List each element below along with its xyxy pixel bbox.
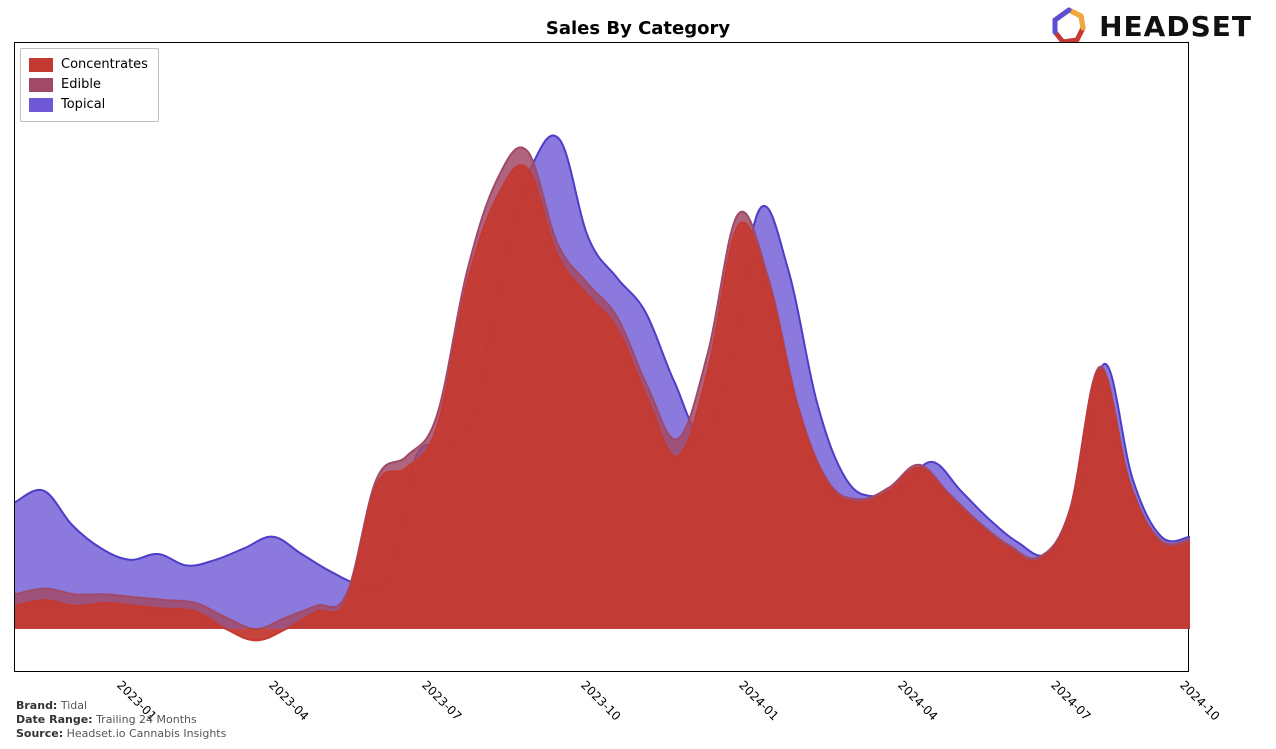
x-tick-label: 2024-10 <box>1177 678 1222 723</box>
legend: ConcentratesEdibleTopical <box>20 48 159 122</box>
legend-item: Concentrates <box>29 55 148 75</box>
meta-range-label: Date Range: <box>16 713 93 726</box>
x-tick-label: 2024-07 <box>1048 678 1093 723</box>
legend-item: Edible <box>29 75 148 95</box>
legend-label: Concentrates <box>61 55 148 75</box>
meta-range-value: Trailing 24 Months <box>96 713 197 726</box>
legend-label: Edible <box>61 75 101 95</box>
headset-icon <box>1049 6 1089 46</box>
legend-swatch <box>29 78 53 92</box>
x-tick-label: 2023-04 <box>266 678 311 723</box>
area-chart <box>15 43 1190 673</box>
legend-swatch <box>29 98 53 112</box>
meta-source-label: Source: <box>16 727 63 740</box>
brand-logo: HEADSET <box>1049 6 1252 46</box>
x-tick-label: 2024-01 <box>736 678 781 723</box>
legend-swatch <box>29 58 53 72</box>
chart-stage: Sales By Category HEADSET ConcentratesEd… <box>0 0 1276 749</box>
legend-label: Topical <box>61 95 105 115</box>
meta-brand-value: Tidal <box>61 699 87 712</box>
plot-area <box>14 42 1189 672</box>
legend-item: Topical <box>29 95 148 115</box>
x-tick-label: 2023-10 <box>578 678 623 723</box>
x-tick-label: 2024-04 <box>895 678 940 723</box>
meta-source-value: Headset.io Cannabis Insights <box>67 727 227 740</box>
chart-metadata: Brand: Tidal Date Range: Trailing 24 Mon… <box>16 699 226 741</box>
x-tick-label: 2023-07 <box>419 678 464 723</box>
meta-brand-label: Brand: <box>16 699 57 712</box>
logo-text: HEADSET <box>1099 10 1252 43</box>
